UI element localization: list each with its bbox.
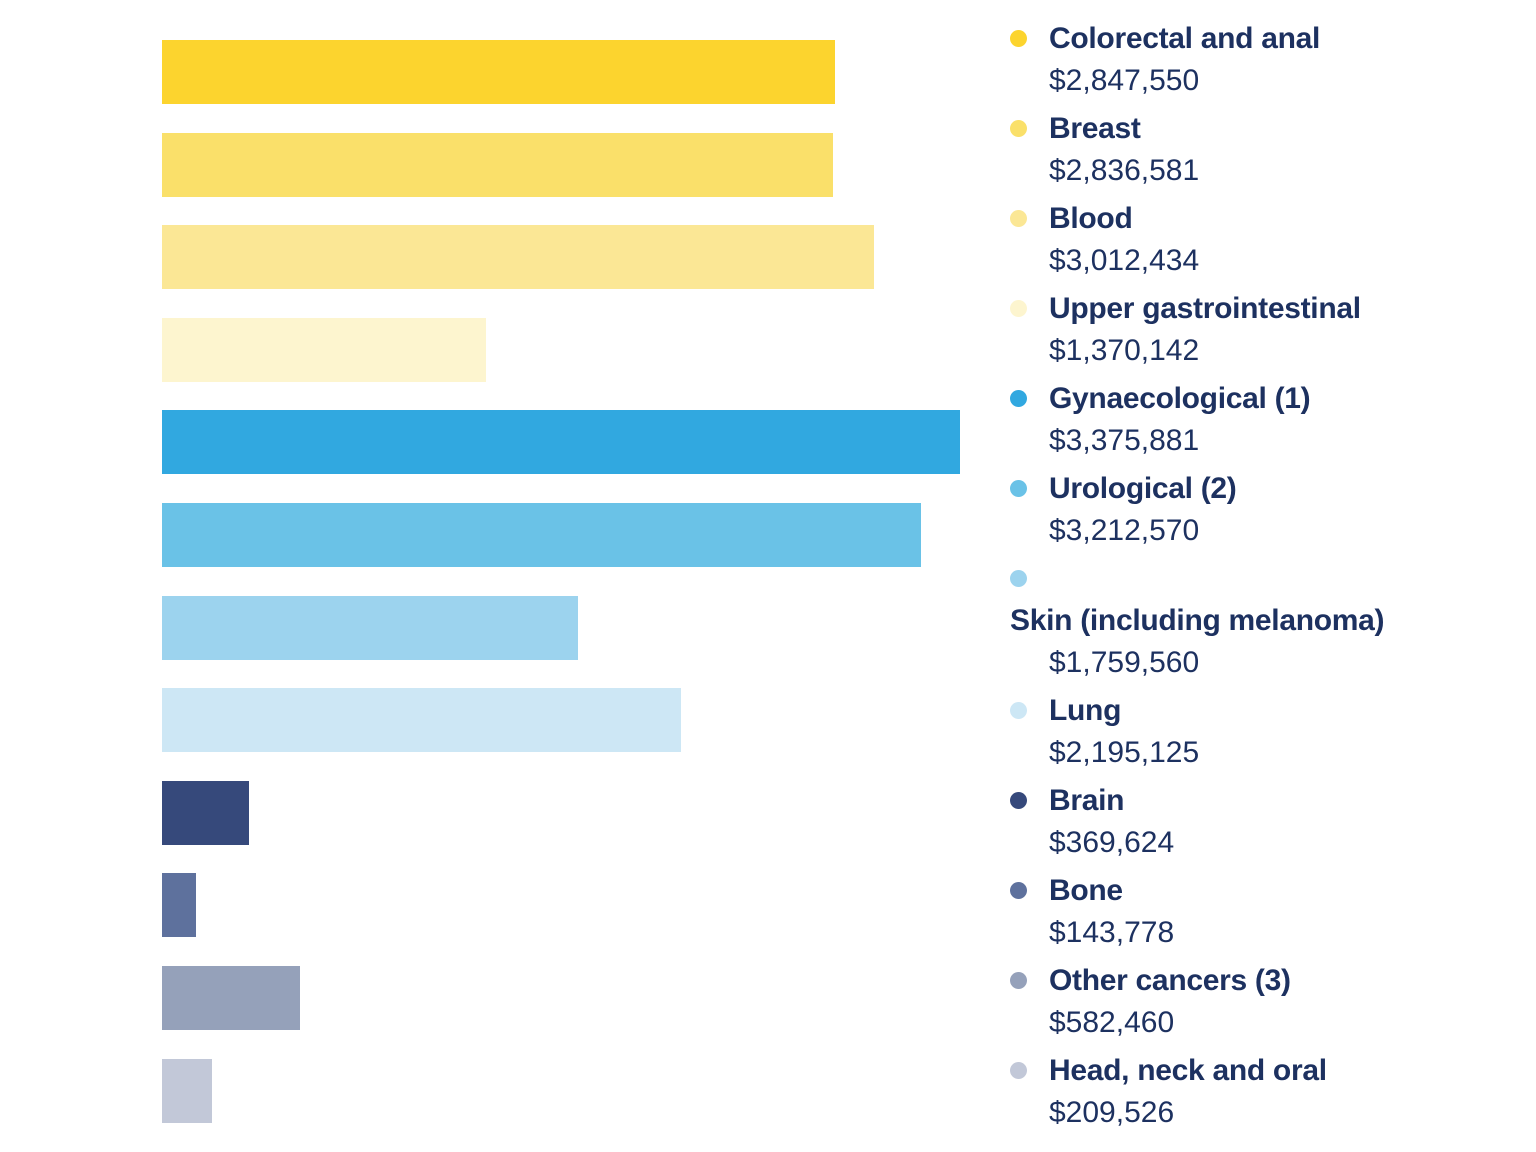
legend-entry-header: Bone <box>1010 870 1530 912</box>
bar-chart <box>162 40 960 1123</box>
bar-row <box>162 965 960 1030</box>
bar-row <box>162 595 960 660</box>
legend-label: Bone <box>1049 874 1123 907</box>
legend-entry: Colorectal and anal $2,847,550 <box>1010 18 1530 102</box>
legend-dot-icon <box>1010 479 1027 497</box>
bar <box>162 40 836 104</box>
legend-entry-header: Lung <box>1010 690 1530 732</box>
bar-row <box>162 410 960 475</box>
bar-row <box>162 502 960 567</box>
bar <box>162 1058 212 1123</box>
legend-entry-header: Skin (including melanoma) <box>1010 558 1530 642</box>
legend-label: Lung <box>1049 694 1122 727</box>
legend-entry: Urological (2) $3,212,570 <box>1010 468 1530 552</box>
legend-label: Gynaecological (1) <box>1049 382 1311 415</box>
bar <box>162 780 250 845</box>
legend-dot-icon <box>1010 1061 1027 1079</box>
legend-value: $143,778 <box>1049 916 1175 949</box>
legend-dot-icon <box>1010 701 1027 719</box>
legend-dot-icon <box>1010 209 1027 227</box>
legend-value: $2,836,581 <box>1049 154 1200 187</box>
legend-entry: Lung $2,195,125 <box>1010 690 1530 774</box>
bar-row <box>162 225 960 290</box>
legend-value: $209,526 <box>1049 1096 1175 1129</box>
bar <box>162 225 875 290</box>
legend-entry-header: Other cancers (3) <box>1010 960 1530 1002</box>
legend-dot-icon <box>1010 971 1027 989</box>
legend-entry-header: Blood <box>1010 198 1530 240</box>
legend-entry-header: Gynaecological (1) <box>1010 378 1530 420</box>
legend-entry: Bone $143,778 <box>1010 870 1530 954</box>
legend-entry-header: Brain <box>1010 780 1530 822</box>
bar <box>162 502 922 567</box>
legend-dot-icon <box>1010 29 1027 47</box>
legend-entry-header: Head, neck and oral <box>1010 1050 1530 1092</box>
legend-label: Brain <box>1049 784 1125 817</box>
bar <box>162 688 681 753</box>
bar <box>162 595 578 660</box>
legend-label: Skin (including melanoma) <box>1010 604 1385 637</box>
legend-dot-icon <box>1010 881 1027 899</box>
bar <box>162 132 833 197</box>
legend-entry: Blood $3,012,434 <box>1010 198 1530 282</box>
bar <box>162 410 960 475</box>
legend-value: $2,847,550 <box>1049 64 1200 97</box>
legend-value: $3,012,434 <box>1049 244 1200 277</box>
legend-label: Head, neck and oral <box>1049 1054 1327 1087</box>
legend: Colorectal and anal $2,847,550 Breast $2,83… <box>1010 18 1530 1140</box>
legend-dot-icon <box>1010 569 1027 587</box>
legend-label: Other cancers (3) <box>1049 964 1291 997</box>
bar-row <box>162 780 960 845</box>
bar <box>162 965 300 1030</box>
legend-entry: Head, neck and oral $209,526 <box>1010 1050 1530 1134</box>
legend-value: $3,375,881 <box>1049 424 1200 457</box>
bar-row <box>162 688 960 753</box>
legend-label: Urological (2) <box>1049 472 1237 505</box>
legend-entry: Other cancers (3) $582,460 <box>1010 960 1530 1044</box>
legend-entry-header: Urological (2) <box>1010 468 1530 510</box>
legend-dot-icon <box>1010 791 1027 809</box>
bar-row <box>162 317 960 382</box>
legend-value: $2,195,125 <box>1049 736 1200 769</box>
bar-row <box>162 40 960 104</box>
bar-row <box>162 132 960 197</box>
legend-value: $3,212,570 <box>1049 514 1200 547</box>
legend-value: $1,370,142 <box>1049 334 1200 367</box>
legend-entry: Skin (including melanoma) $1,759,560 <box>1010 558 1530 684</box>
legend-value: $1,759,560 <box>1049 646 1200 679</box>
bar <box>162 317 486 382</box>
bar-row <box>162 873 960 938</box>
bar-row <box>162 1058 960 1123</box>
legend-entry: Brain $369,624 <box>1010 780 1530 864</box>
legend-label: Blood <box>1049 202 1133 235</box>
legend-dot-icon <box>1010 119 1027 137</box>
legend-entry: Upper gastrointestinal $1,370,142 <box>1010 288 1530 372</box>
legend-entry: Breast $2,836,581 <box>1010 108 1530 192</box>
bar <box>162 873 196 938</box>
legend-entry-header: Breast <box>1010 108 1530 150</box>
legend-dot-icon <box>1010 299 1027 317</box>
legend-label: Colorectal and anal <box>1049 22 1321 55</box>
legend-entry-header: Colorectal and anal <box>1010 18 1530 60</box>
legend-value: $582,460 <box>1049 1006 1175 1039</box>
legend-entry: Gynaecological (1) $3,375,881 <box>1010 378 1530 462</box>
legend-label: Breast <box>1049 112 1141 145</box>
legend-value: $369,624 <box>1049 826 1175 859</box>
legend-dot-icon <box>1010 389 1027 407</box>
legend-label: Upper gastrointestinal <box>1049 292 1361 325</box>
legend-entry-header: Upper gastrointestinal <box>1010 288 1530 330</box>
